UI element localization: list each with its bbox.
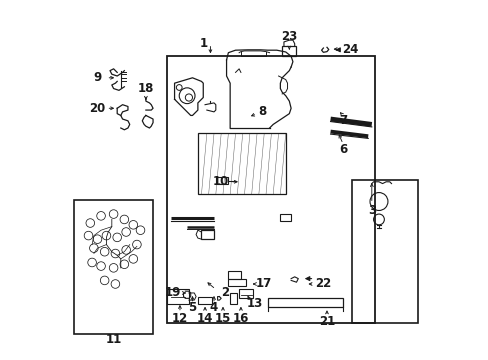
Text: 11: 11 <box>105 333 122 346</box>
Text: 10: 10 <box>213 175 229 188</box>
Bar <box>198 297 212 304</box>
Text: 20: 20 <box>89 102 105 115</box>
Bar <box>351 180 418 323</box>
Text: 13: 13 <box>246 297 263 310</box>
Text: 21: 21 <box>318 315 334 328</box>
Bar <box>198 134 285 194</box>
Bar <box>167 56 375 323</box>
Text: 2: 2 <box>220 287 228 300</box>
Text: 5: 5 <box>188 301 196 314</box>
Bar <box>267 298 343 307</box>
Text: 8: 8 <box>258 105 266 118</box>
Text: 24: 24 <box>342 42 358 55</box>
Text: 14: 14 <box>197 311 213 325</box>
Bar <box>228 271 241 279</box>
Text: 12: 12 <box>171 311 188 325</box>
Text: 22: 22 <box>315 278 331 291</box>
Bar <box>230 293 237 304</box>
Text: 18: 18 <box>138 82 154 95</box>
Text: 4: 4 <box>209 301 218 314</box>
Bar <box>228 279 246 286</box>
Text: 17: 17 <box>256 278 272 291</box>
Bar <box>280 214 290 221</box>
Text: 23: 23 <box>281 30 297 43</box>
Bar <box>215 177 228 184</box>
Bar <box>282 45 296 56</box>
Bar <box>239 289 253 298</box>
Text: 3: 3 <box>367 204 375 217</box>
Text: 6: 6 <box>338 143 346 156</box>
Text: 9: 9 <box>93 71 102 84</box>
Bar <box>201 230 214 239</box>
Bar <box>167 289 188 304</box>
Bar <box>74 200 153 334</box>
Text: 16: 16 <box>232 311 248 325</box>
Text: 1: 1 <box>199 37 207 50</box>
Text: 19: 19 <box>164 287 181 300</box>
Text: 15: 15 <box>214 311 231 325</box>
Text: 7: 7 <box>338 114 346 127</box>
